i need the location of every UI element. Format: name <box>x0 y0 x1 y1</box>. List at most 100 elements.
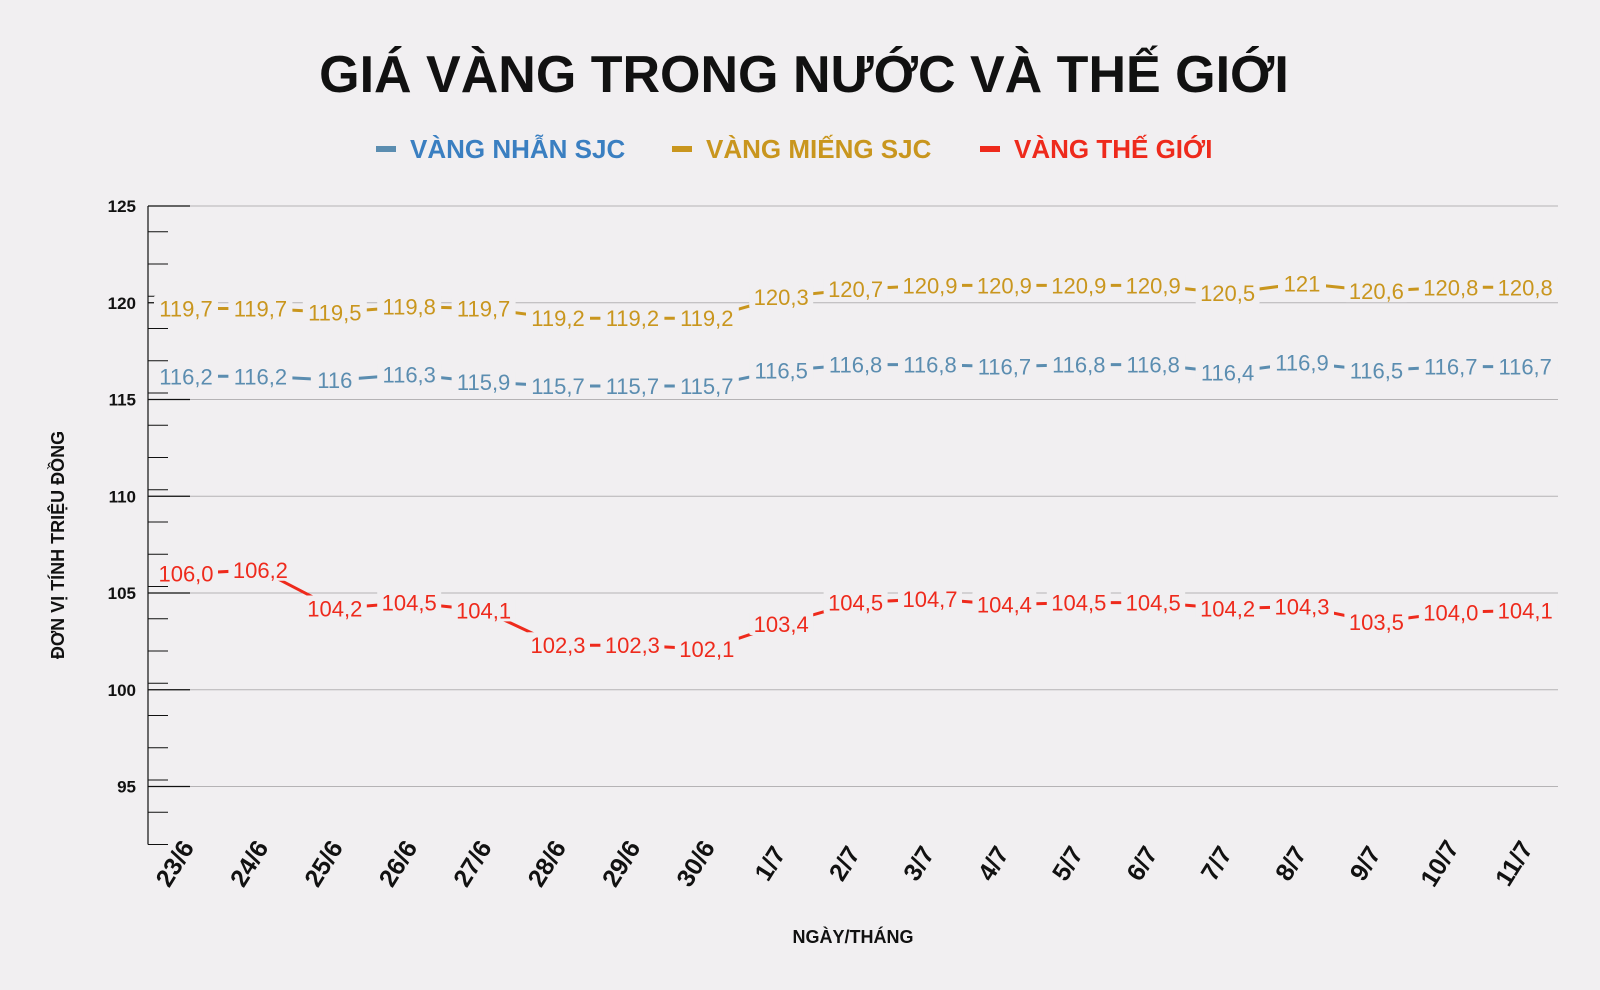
data-label: 120,8 <box>1423 275 1478 300</box>
x-tick-label: 24/6 <box>225 836 275 892</box>
data-label: 121 <box>1284 271 1321 296</box>
data-label: 120,9 <box>1051 273 1106 298</box>
data-label-bg <box>1195 359 1260 384</box>
x-tick-label: 25/6 <box>299 836 349 892</box>
data-label-bg <box>600 372 665 397</box>
x-tick-label: 9/7 <box>1345 842 1387 886</box>
legend-item: VÀNG NHẪN SJC <box>376 134 625 164</box>
data-label: 120,7 <box>828 277 883 302</box>
data-label: 115,7 <box>680 374 733 399</box>
data-label: 116,7 <box>1424 355 1477 380</box>
data-label-bg <box>972 353 1037 378</box>
legend-swatch <box>376 146 396 152</box>
legend-label: VÀNG NHẪN SJC <box>410 134 625 164</box>
data-label: 104,7 <box>902 587 957 612</box>
x-axis-title: NGÀY/THÁNG <box>793 926 914 947</box>
data-label-bg <box>310 367 359 392</box>
data-label-bg <box>377 361 442 386</box>
x-tick-label: 1/7 <box>749 842 791 886</box>
y-tick-label: 125 <box>108 197 136 216</box>
data-label: 116,8 <box>903 353 956 378</box>
data-label-bg <box>154 363 218 388</box>
data-label-bg <box>600 305 665 330</box>
data-label-bg <box>526 372 590 397</box>
data-label-bg <box>898 272 962 297</box>
data-label-bg <box>823 276 888 301</box>
data-label: 116,2 <box>234 364 287 389</box>
data-label-bg <box>674 305 739 330</box>
data-label-bg <box>451 369 516 394</box>
x-tick-label: 10/7 <box>1415 836 1465 892</box>
data-label-bg <box>228 556 293 581</box>
data-label: 119,7 <box>159 297 212 322</box>
data-label: 116,7 <box>1498 355 1551 380</box>
data-label: 104,2 <box>307 596 362 621</box>
y-tick-label: 120 <box>108 294 136 313</box>
data-label: 119,7 <box>457 297 510 322</box>
data-label: 106,2 <box>233 558 288 583</box>
x-tick-label: 26/6 <box>374 836 424 892</box>
y-tick-label: 100 <box>108 681 136 700</box>
data-label: 103,5 <box>1349 610 1404 635</box>
data-label-bg <box>1046 589 1111 614</box>
y-tick-label: 105 <box>108 584 136 603</box>
data-label-bg <box>154 560 218 585</box>
data-label-bg <box>1493 597 1558 622</box>
data-label-bg <box>377 293 442 318</box>
series: 116,2 116,2 116 116,3 115,9 115,7 115,7 115,7 11… <box>154 349 1558 399</box>
data-label-bg <box>1121 272 1186 297</box>
data-label-bg <box>1418 353 1483 378</box>
data-label: 120,3 <box>754 285 809 310</box>
chart-title: GIÁ VÀNG TRONG NƯỚC VÀ THẾ GIỚI <box>319 45 1289 104</box>
series: 106,0 106,2 104,2 104,5 104,1 102,3 102,3 102,1… <box>154 556 1558 662</box>
x-axis: 23/6 24/6 25/6 26/6 27/6 28/6 29/6 30/6 1/7 2/7 3/… <box>150 836 1538 892</box>
data-label-bg <box>1195 280 1260 305</box>
data-label: 116,9 <box>1275 351 1328 376</box>
data-label: 115,7 <box>606 374 659 399</box>
data-label: 116,7 <box>978 355 1031 380</box>
data-label: 104,1 <box>1498 598 1553 623</box>
y-axis: 95 100 105 110 115 120 125 <box>108 197 190 846</box>
data-label-bg <box>154 295 218 320</box>
x-tick-label: 3/7 <box>898 842 940 886</box>
data-label-bg <box>377 589 442 614</box>
y-tick-label: 115 <box>109 391 136 410</box>
data-label: 120,8 <box>1498 275 1553 300</box>
data-label: 104,3 <box>1274 595 1329 620</box>
x-tick-label: 30/6 <box>671 836 721 892</box>
data-label-bg <box>1278 270 1326 295</box>
data-label-bg <box>823 351 888 376</box>
data-label: 102,1 <box>679 637 734 662</box>
data-label: 115,7 <box>531 374 584 399</box>
data-label: 116,5 <box>1350 358 1403 383</box>
data-label-bg <box>898 351 962 376</box>
data-label-bg <box>749 357 814 382</box>
data-label-bg <box>600 632 665 657</box>
data-label: 104,5 <box>1051 591 1106 616</box>
data-label-bg <box>1270 593 1334 618</box>
x-tick-label: 27/6 <box>448 836 498 892</box>
data-label: 116,3 <box>382 362 435 387</box>
data-label: 120,5 <box>1200 281 1255 306</box>
data-label: 116,4 <box>1201 360 1254 385</box>
data-label: 104,5 <box>1126 591 1181 616</box>
data-label: 120,9 <box>1126 273 1181 298</box>
data-label-bg <box>972 591 1037 616</box>
data-label-bg <box>302 595 367 620</box>
data-label: 104,1 <box>456 598 511 623</box>
data-label: 116,8 <box>1052 353 1105 378</box>
data-label-bg <box>1493 353 1558 378</box>
data-label-bg <box>972 272 1037 297</box>
data-label: 119,2 <box>680 306 733 331</box>
data-label: 104,5 <box>382 591 437 616</box>
data-label-bg <box>1344 278 1409 303</box>
legend-swatch <box>672 146 692 152</box>
data-label: 120,9 <box>977 273 1032 298</box>
x-tick-label: 8/7 <box>1270 842 1312 886</box>
data-label: 116,8 <box>829 353 882 378</box>
legend-item: VÀNG MIẾNG SJC <box>672 134 932 164</box>
data-label: 119,2 <box>531 306 584 331</box>
data-label-bg <box>674 636 739 661</box>
data-label: 116,5 <box>754 358 807 383</box>
